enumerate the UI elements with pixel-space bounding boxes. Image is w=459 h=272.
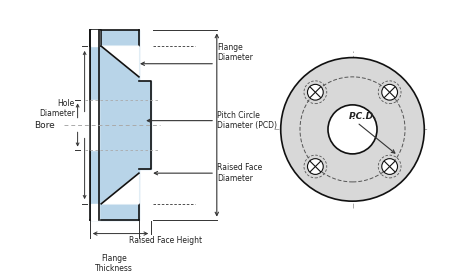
Text: Pitch Circle
Diameter (PCD): Pitch Circle Diameter (PCD) xyxy=(217,111,277,130)
Polygon shape xyxy=(91,204,100,220)
Circle shape xyxy=(308,159,323,174)
Circle shape xyxy=(382,159,397,174)
Text: Flange
Diameter: Flange Diameter xyxy=(217,43,253,62)
Polygon shape xyxy=(91,30,100,46)
Circle shape xyxy=(328,105,377,154)
Circle shape xyxy=(281,58,424,201)
Text: Hole
Diameter: Hole Diameter xyxy=(39,99,75,118)
Polygon shape xyxy=(90,30,101,46)
Circle shape xyxy=(308,84,323,100)
Polygon shape xyxy=(90,100,100,150)
Polygon shape xyxy=(101,46,139,77)
Polygon shape xyxy=(139,81,151,169)
Polygon shape xyxy=(90,30,139,220)
Text: P.C.D.: P.C.D. xyxy=(349,112,377,121)
Text: Raised Face
Diameter: Raised Face Diameter xyxy=(217,163,262,183)
Text: Flange
Thickness: Flange Thickness xyxy=(95,254,133,272)
Circle shape xyxy=(382,84,397,100)
Polygon shape xyxy=(101,173,139,204)
Text: Raised Face Height: Raised Face Height xyxy=(129,236,202,245)
Text: Bore: Bore xyxy=(34,120,55,129)
